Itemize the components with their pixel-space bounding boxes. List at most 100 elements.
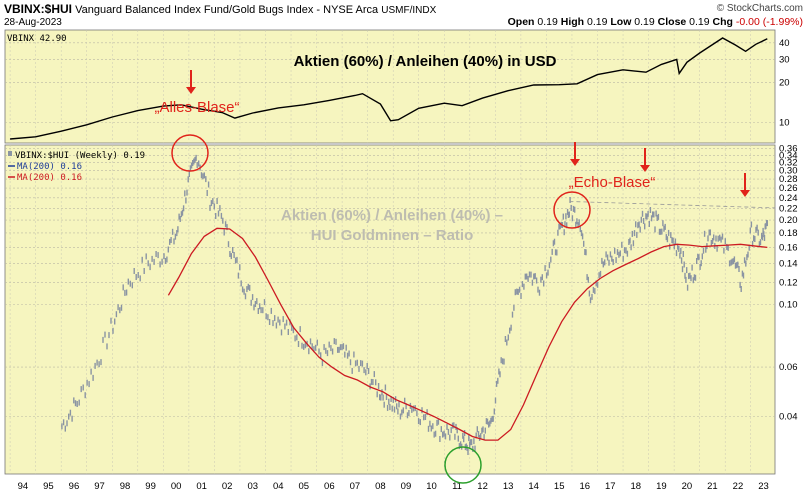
low-value: 0.19 xyxy=(634,16,655,28)
ratio-point xyxy=(667,229,670,236)
ratio-point xyxy=(680,247,682,254)
ratio-point xyxy=(331,348,334,355)
ratio-point xyxy=(680,257,683,264)
ratio-point xyxy=(244,293,247,300)
ratio-point xyxy=(402,407,404,414)
ratio-point xyxy=(216,198,218,204)
ratio-point xyxy=(220,212,223,219)
x-tick-label: 13 xyxy=(503,481,514,492)
ratio-point xyxy=(365,369,367,376)
x-tick-label: 17 xyxy=(605,481,616,492)
ratio-point xyxy=(176,230,178,237)
x-tick-label: 20 xyxy=(682,481,693,492)
ratio-point xyxy=(454,433,456,440)
ratio-point xyxy=(125,289,128,296)
ratio-point xyxy=(615,257,617,264)
ratio-point xyxy=(389,404,391,411)
ratio-point xyxy=(559,223,561,230)
ratio-point xyxy=(86,379,88,386)
ratio-point xyxy=(236,256,238,263)
ratio-point xyxy=(349,359,352,366)
ratio-point xyxy=(139,275,141,282)
ratio-point xyxy=(272,320,274,327)
ratio-point xyxy=(213,203,215,210)
ratio-point xyxy=(186,189,188,196)
ratio-point xyxy=(417,418,420,425)
ratio-point xyxy=(754,236,756,242)
ratio-point xyxy=(616,249,619,256)
ratio-point xyxy=(689,272,691,279)
ratio-point xyxy=(184,190,186,197)
ratio-point xyxy=(753,235,755,242)
ratio-point xyxy=(481,427,483,434)
ratio-point xyxy=(388,398,390,405)
ratio-point xyxy=(732,258,734,265)
ratio-point xyxy=(762,227,764,234)
ratio-point xyxy=(356,359,358,366)
ratio-point xyxy=(551,248,553,255)
ratio-point xyxy=(524,273,526,280)
ratio-point xyxy=(376,391,378,398)
ratio-point xyxy=(500,357,502,364)
ratio-point xyxy=(437,418,440,425)
ratio-point xyxy=(80,386,82,393)
ratio-point xyxy=(604,259,606,266)
ratio-point xyxy=(626,250,629,257)
ratio-point xyxy=(203,172,205,179)
ratio-point xyxy=(386,404,389,411)
ratio-point xyxy=(483,434,485,441)
ratio-point xyxy=(763,235,766,241)
ratio-point xyxy=(554,249,557,256)
top-legend-vbinx: VBINX 42.90 xyxy=(7,34,67,44)
ratio-point xyxy=(292,327,295,334)
ratio-point xyxy=(465,443,467,450)
ratio-point xyxy=(518,286,521,293)
stockcharts-watermark: © StockCharts.com xyxy=(716,3,803,14)
ratio-point xyxy=(566,208,569,215)
ratio-point xyxy=(141,256,143,263)
ratio-point xyxy=(385,394,388,400)
ratio-point xyxy=(758,241,761,248)
ratio-point xyxy=(737,261,739,268)
ratio-point xyxy=(633,230,636,237)
x-tick-label: 22 xyxy=(733,481,744,492)
ratio-point xyxy=(265,313,267,320)
ratio-point xyxy=(608,259,610,266)
ratio-point xyxy=(370,378,373,385)
ratio-point xyxy=(652,211,654,218)
ratio-point xyxy=(685,276,687,283)
ratio-y-tick-label: 0.18 xyxy=(779,228,798,239)
ratio-point xyxy=(699,263,701,270)
ratio-point xyxy=(723,247,725,254)
ratio-point xyxy=(247,283,249,290)
ratio-point xyxy=(632,240,635,247)
close-value: 0.19 xyxy=(689,16,710,28)
ratio-point xyxy=(119,307,121,314)
ratio-point xyxy=(133,268,135,274)
ratio-point xyxy=(521,281,524,288)
ratio-point xyxy=(416,410,418,417)
ratio-point xyxy=(188,171,190,177)
ratio-point xyxy=(277,316,279,323)
ratio-point xyxy=(149,264,151,271)
ratio-point xyxy=(135,274,137,280)
ratio-point xyxy=(734,262,737,269)
ratio-point xyxy=(631,230,633,237)
legend-swatch-ratio xyxy=(8,151,12,156)
ratio-point xyxy=(482,426,484,433)
ratio-point xyxy=(538,289,541,296)
ratio-point xyxy=(379,394,381,401)
ratio-point xyxy=(577,222,579,229)
ratio-point xyxy=(697,253,699,260)
x-tick-label: 08 xyxy=(375,481,386,492)
ratio-point xyxy=(335,338,337,345)
ratio-point xyxy=(639,226,641,233)
ratio-point xyxy=(459,441,462,448)
ratio-point xyxy=(711,238,714,244)
ratio-y-tick-label: 0.22 xyxy=(779,203,798,214)
ratio-point xyxy=(354,360,357,367)
ratio-point xyxy=(586,274,588,281)
ratio-point xyxy=(486,418,489,425)
ratio-point xyxy=(638,221,640,228)
ratio-point xyxy=(702,247,705,254)
